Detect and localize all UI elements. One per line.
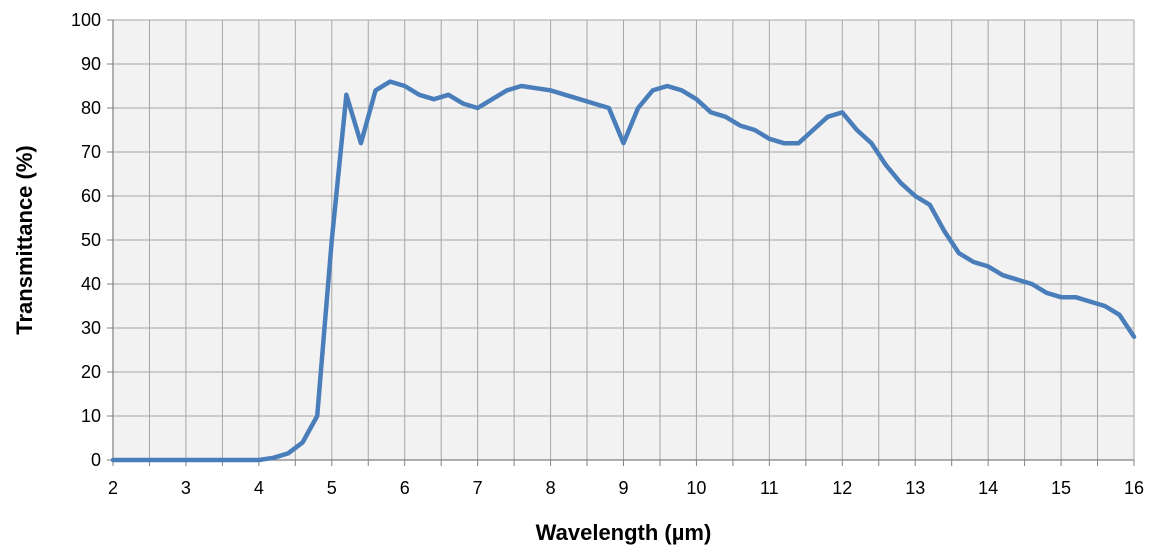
x-tick-label: 16 xyxy=(1124,478,1144,498)
series-line xyxy=(110,79,1137,463)
y-tick-label: 0 xyxy=(91,450,101,470)
x-tick-label: 8 xyxy=(546,478,556,498)
x-tick-labels: 2 3 4 5 6 7 8 9 10 11 12 13 14 15 16 xyxy=(108,478,1144,498)
y-axis-title: Transmittance (%) xyxy=(12,145,37,335)
x-tick-label: 4 xyxy=(254,478,264,498)
y-tick-label: 20 xyxy=(81,362,101,382)
x-tick-label: 7 xyxy=(473,478,483,498)
y-tick-label: 70 xyxy=(81,142,101,162)
x-tick-label: 3 xyxy=(181,478,191,498)
x-tick-label: 11 xyxy=(760,478,779,498)
axes xyxy=(107,19,1135,466)
x-tick-label: 10 xyxy=(686,478,706,498)
x-tick-label: 6 xyxy=(400,478,410,498)
x-axis-title: Wavelength (µm) xyxy=(536,520,712,545)
y-tick-label: 80 xyxy=(81,98,101,118)
grid-lines xyxy=(113,19,1134,460)
x-tick-label: 12 xyxy=(832,478,852,498)
x-tick-label: 14 xyxy=(978,478,998,498)
x-tick-label: 9 xyxy=(618,478,628,498)
y-tick-label: 60 xyxy=(81,186,101,206)
y-tick-label: 100 xyxy=(71,10,101,30)
y-tick-label: 10 xyxy=(81,406,101,426)
y-tick-label: 50 xyxy=(81,230,101,250)
y-tick-label: 30 xyxy=(81,318,101,338)
y-tick-labels: 0 10 20 30 40 50 60 70 80 90 100 xyxy=(71,10,101,470)
x-tick-label: 15 xyxy=(1051,478,1071,498)
x-tick-label: 2 xyxy=(108,478,118,498)
y-tick-label: 90 xyxy=(81,54,101,74)
y-tick-label: 40 xyxy=(81,274,101,294)
x-tick-label: 13 xyxy=(905,478,925,498)
x-tick-label: 5 xyxy=(327,478,337,498)
